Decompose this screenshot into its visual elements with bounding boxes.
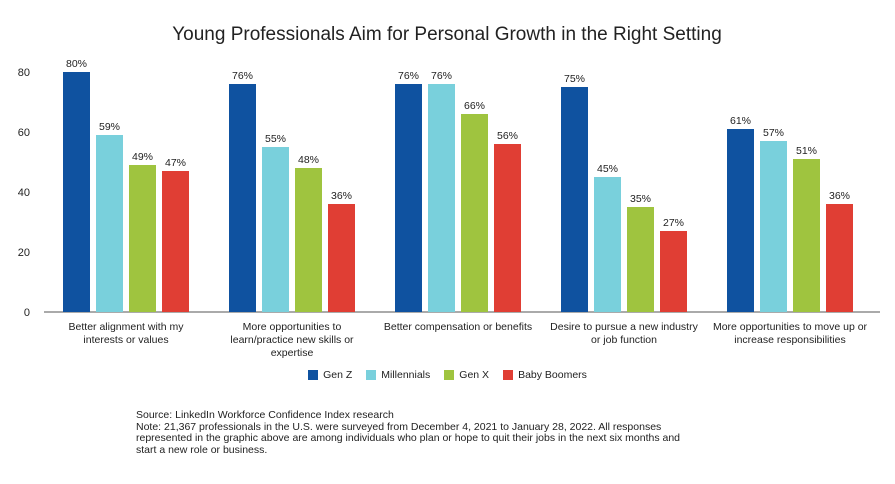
bar-value-label: 59% [99,121,120,133]
bar-baby-boomers [328,204,355,312]
bar-value-label: 36% [331,190,352,202]
bar-value-label: 47% [165,157,186,169]
y-tick-label: 80 [18,67,30,79]
chart-title: Young Professionals Aim for Personal Gro… [172,24,722,45]
bar-baby-boomers [826,204,853,312]
bar-value-label: 36% [829,190,850,202]
source-text: Source: LinkedIn Workforce Confidence In… [136,409,394,421]
bar-value-label: 57% [763,127,784,139]
legend-label: Gen X [459,369,490,381]
legend-label: Millennials [381,369,431,381]
bar-value-label: 76% [398,70,419,82]
legend-swatch [308,370,319,380]
legend-item-millennials: Millennials [366,369,430,381]
note-line: represented in the graphic above are amo… [136,432,681,444]
bar-gen-z [395,84,422,312]
legend-label: Gen Z [323,369,353,381]
legend-swatch [366,370,377,380]
category-label: Better alignment with my [69,321,185,333]
bar-baby-boomers [162,171,189,312]
category-label: or job function [591,334,657,346]
bar-baby-boomers [494,144,521,312]
bar-gen-x [295,168,322,312]
y-tick-label: 0 [24,307,30,319]
category-label: increase responsibilities [734,334,845,346]
note-line: start a new role or business. [136,443,268,456]
bar-baby-boomers [660,231,687,312]
category-label: interests or values [83,334,168,346]
category-label: More opportunities to move up or [713,321,868,333]
bar-millennials [428,84,455,312]
bar-value-label: 55% [265,133,286,145]
bar-value-label: 51% [796,145,817,157]
category-label: Better compensation or benefits [384,321,532,333]
legend-swatch [503,370,514,380]
legend-swatch [444,370,455,380]
footer-notes: Source: LinkedIn Workforce Confidence In… [136,409,756,456]
category-label: expertise [271,347,314,359]
bar-value-label: 76% [431,70,452,82]
bars-group: 80% 59% 49% 47% 76% 55% 48% 36% 76% 76% 66% 56% 75% 4… [63,58,853,312]
bar-value-label: 48% [298,154,319,166]
bar-millennials [760,141,787,312]
bar-gen-x [129,165,156,312]
bar-millennials [96,135,123,312]
bar-gen-x [793,159,820,312]
bar-gen-z [63,72,90,312]
legend-item-baby-boomers: Baby Boomers [503,369,587,381]
y-tick-label: 60 [18,127,30,139]
legend-item-gen-x: Gen X [444,369,489,381]
bar-gen-z [727,129,754,312]
legend-item-gen-z: Gen Z [308,369,352,381]
bar-gen-z [229,84,256,312]
category-label: learn/practice new skills or [230,334,354,346]
bar-value-label: 35% [630,193,651,205]
bar-millennials [594,177,621,312]
bar-value-label: 56% [497,130,518,142]
bar-value-label: 49% [132,151,153,163]
legend-label: Baby Boomers [518,369,587,381]
bar-gen-x [461,114,488,312]
bar-value-label: 66% [464,100,485,112]
category-label: More opportunities to [243,321,342,333]
bar-value-label: 27% [663,217,684,229]
bar-millennials [262,147,289,312]
bar-value-label: 61% [730,115,751,127]
category-label: Desire to pursue a new industry [550,321,698,333]
note-line: Note: 21,367 professionals in the U.S. w… [136,420,662,433]
bar-gen-x [627,207,654,312]
y-tick-label: 40 [18,187,30,199]
bar-value-label: 45% [597,163,618,175]
bar-value-label: 75% [564,73,585,85]
bar-value-label: 80% [66,58,87,70]
bar-value-label: 76% [232,70,253,82]
y-tick-label: 20 [18,247,30,259]
bar-gen-z [561,87,588,312]
legend: Gen Z Millennials Gen X Baby Boomers [0,369,895,381]
